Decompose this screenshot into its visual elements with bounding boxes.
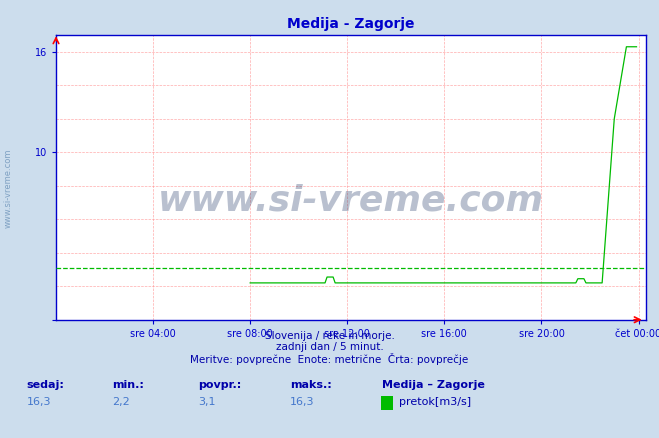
Text: 16,3: 16,3	[26, 397, 51, 407]
Text: zadnji dan / 5 minut.: zadnji dan / 5 minut.	[275, 342, 384, 352]
Text: 3,1: 3,1	[198, 397, 215, 407]
Text: Medija – Zagorje: Medija – Zagorje	[382, 380, 485, 390]
Text: www.si-vreme.com: www.si-vreme.com	[4, 148, 13, 228]
Text: sedaj:: sedaj:	[26, 380, 64, 390]
Text: Slovenija / reke in morje.: Slovenija / reke in morje.	[264, 331, 395, 341]
Text: min.:: min.:	[112, 380, 144, 390]
Text: Meritve: povprečne  Enote: metrične  Črta: povprečje: Meritve: povprečne Enote: metrične Črta:…	[190, 353, 469, 364]
Text: 2,2: 2,2	[112, 397, 130, 407]
Text: povpr.:: povpr.:	[198, 380, 241, 390]
Text: pretok[m3/s]: pretok[m3/s]	[399, 397, 471, 407]
Text: maks.:: maks.:	[290, 380, 331, 390]
Title: Medija - Zagorje: Medija - Zagorje	[287, 17, 415, 31]
Text: 16,3: 16,3	[290, 397, 314, 407]
Text: www.si-vreme.com: www.si-vreme.com	[158, 183, 544, 217]
